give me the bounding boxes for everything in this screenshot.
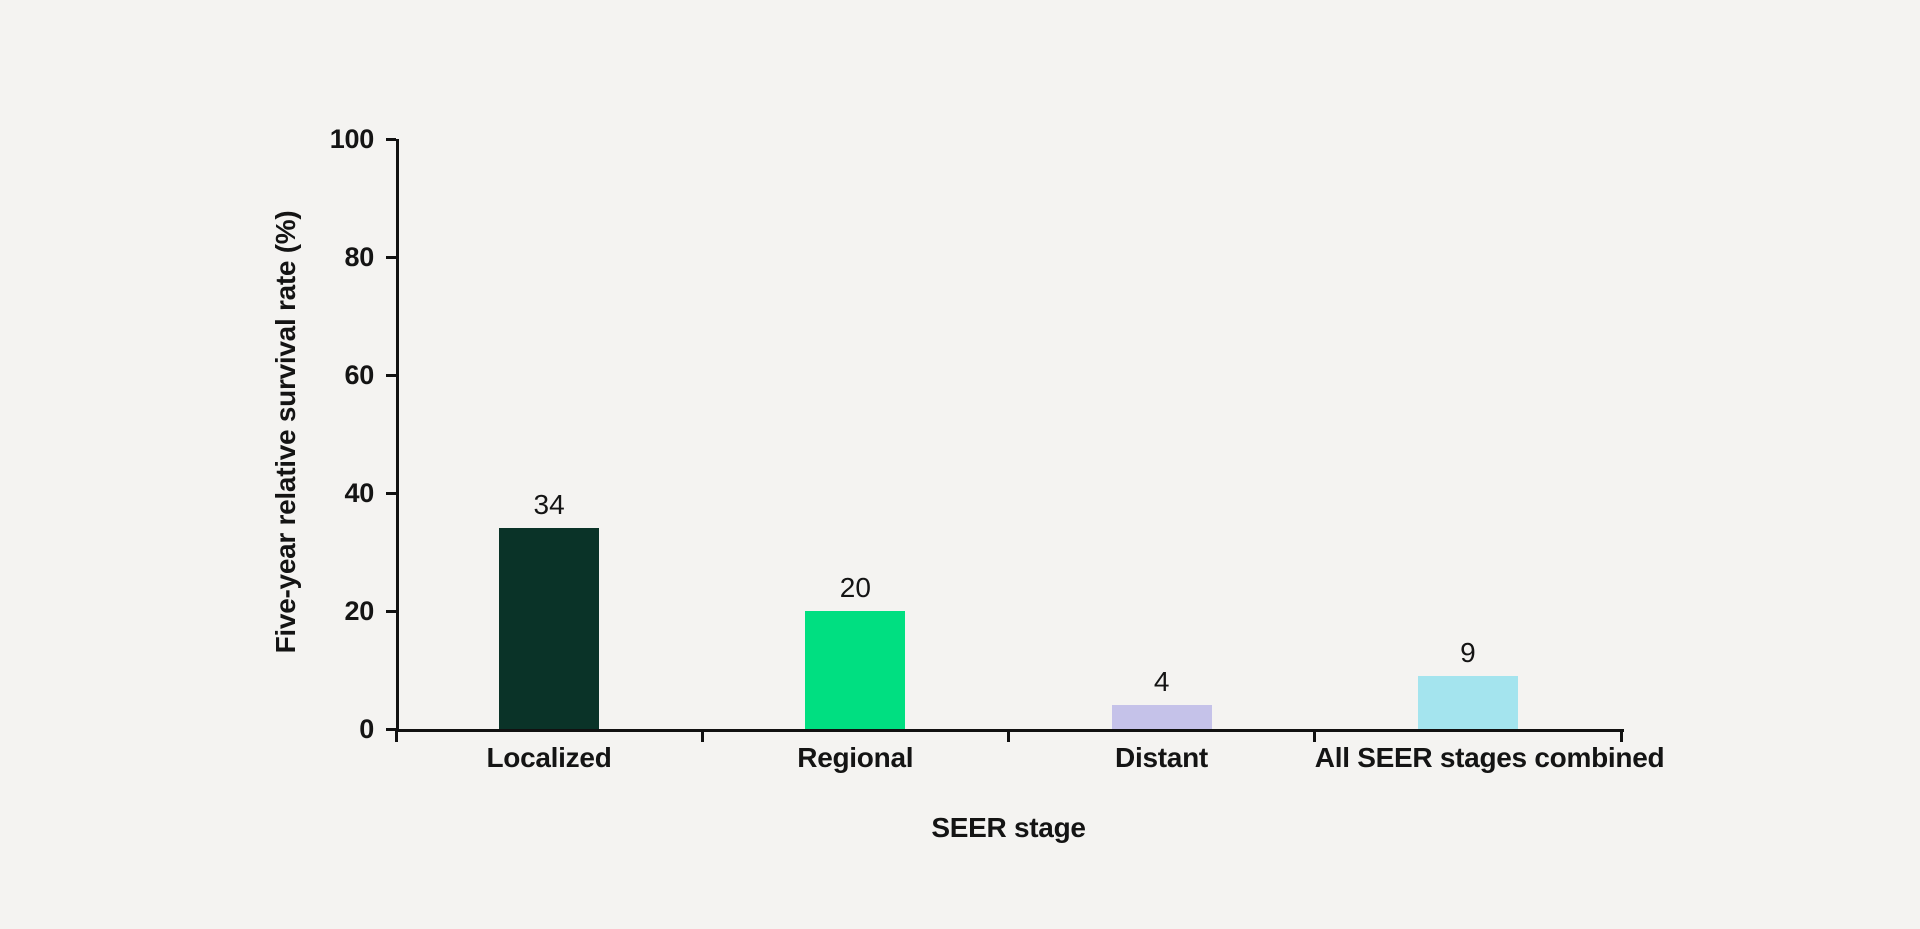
y-tick-mark bbox=[386, 727, 396, 731]
bar-regional bbox=[805, 611, 906, 729]
bar-localized bbox=[499, 528, 600, 729]
y-axis-title: Five-year relative survival rate (%) bbox=[270, 210, 301, 654]
y-tick-label: 0 bbox=[359, 714, 374, 744]
bar-value-label: 34 bbox=[533, 489, 565, 521]
x-tick-mark bbox=[1313, 729, 1317, 742]
x-tick-mark bbox=[1007, 729, 1010, 742]
y-tick-mark bbox=[386, 137, 396, 141]
x-tick-mark bbox=[394, 729, 398, 742]
bar-value-label: 9 bbox=[1460, 636, 1476, 668]
plot-area: 0 20 40 60 80 100 34 Localized 20 Regional 4 Dista… bbox=[330, 125, 1665, 772]
y-tick-mark bbox=[386, 373, 396, 377]
y-axis-line bbox=[396, 139, 399, 732]
bar-value-label: 4 bbox=[1153, 666, 1170, 698]
y-tick-mark bbox=[386, 491, 396, 495]
x-category-label-regional: Regional bbox=[797, 742, 914, 773]
bar-all-seer-stages-combined bbox=[1417, 675, 1518, 729]
y-tick-label: 20 bbox=[344, 596, 375, 626]
bar-value-label: 20 bbox=[839, 572, 871, 603]
x-category-label-all-seer-stages-combined: All SEER stages combined bbox=[1314, 742, 1665, 773]
y-tick-label: 60 bbox=[344, 360, 375, 390]
x-axis-line bbox=[396, 729, 1624, 732]
y-tick-label: 100 bbox=[329, 124, 375, 154]
y-tick-mark bbox=[386, 255, 396, 259]
y-tick-mark bbox=[386, 609, 396, 613]
x-tick-mark bbox=[1619, 729, 1623, 742]
x-category-label-distant: Distant bbox=[1115, 742, 1208, 773]
y-tick-label: 40 bbox=[344, 478, 375, 508]
x-axis-title: SEER stage bbox=[931, 812, 1086, 843]
x-tick-mark bbox=[700, 729, 704, 742]
bar-distant bbox=[1111, 705, 1212, 729]
y-tick-label: 80 bbox=[344, 242, 375, 272]
x-category-label-localized: Localized bbox=[486, 742, 612, 773]
